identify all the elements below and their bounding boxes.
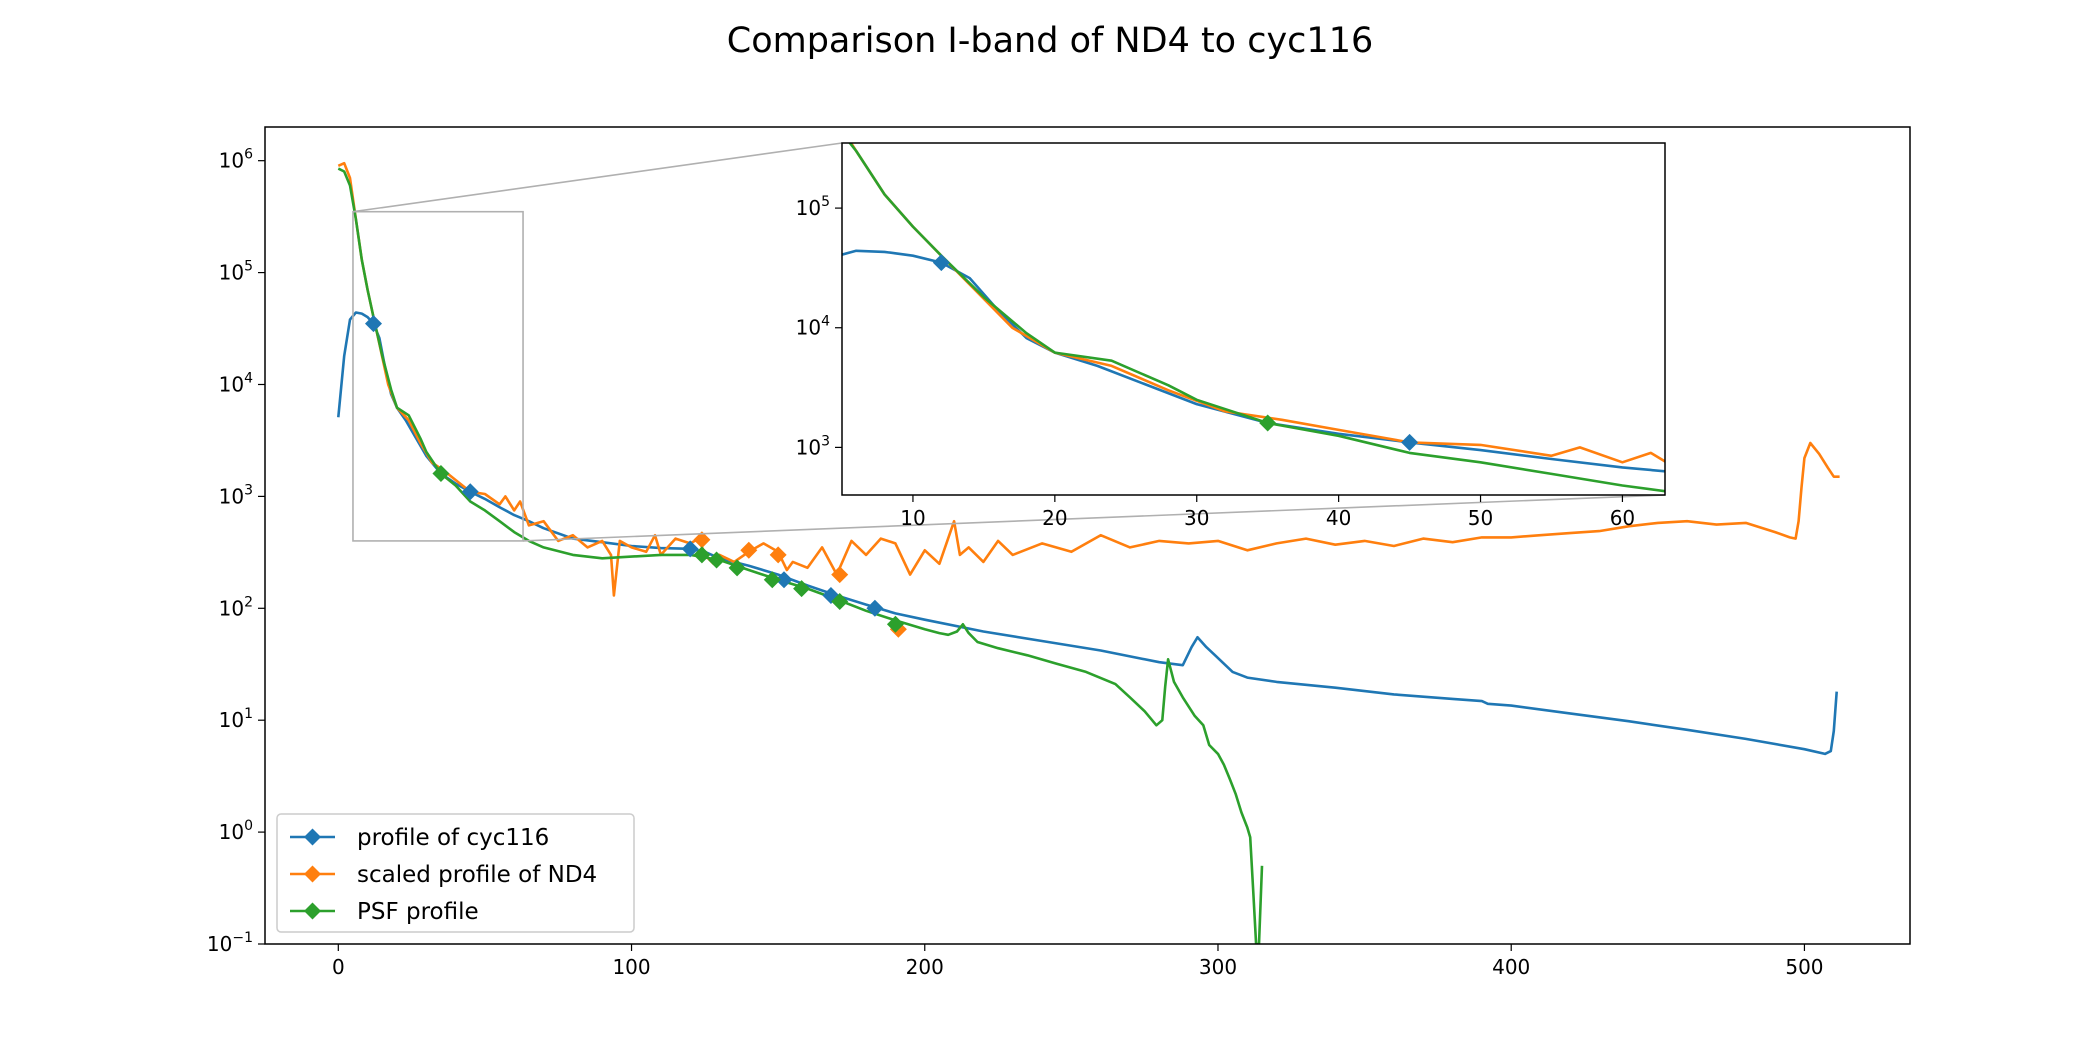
legend-marker-0 bbox=[304, 828, 321, 846]
zoom-connector-line bbox=[523, 494, 1666, 542]
series-0-marker bbox=[461, 483, 479, 501]
series-2-marker bbox=[708, 551, 726, 569]
zoom-indicator bbox=[352, 142, 1666, 542]
inset-x-tick-label: 60 bbox=[1610, 506, 1635, 530]
main-y-tick-label: 104 bbox=[219, 370, 253, 396]
series-1-marker bbox=[740, 541, 758, 559]
main-x-tick-label: 500 bbox=[1785, 955, 1823, 979]
series-2-marker bbox=[432, 465, 450, 483]
main-y-tick-label: 102 bbox=[219, 594, 253, 620]
series-1-marker bbox=[831, 566, 849, 584]
inset-plot-frame bbox=[841, 142, 1666, 496]
series-line-2 bbox=[337, 167, 1264, 944]
series-1-marker bbox=[693, 531, 711, 549]
inset-axes: 10 20 30 40 50 60 103 104 105 bbox=[796, 142, 1666, 530]
series-0-marker bbox=[866, 599, 884, 617]
legend-label-0: profile of cyc116 bbox=[357, 825, 549, 851]
inset-series-2-marker bbox=[1259, 414, 1277, 432]
main-axes: 0 100 200 300 400 500 10−11001011021031041051… bbox=[207, 126, 1911, 979]
inset-y-tick-label: 105 bbox=[796, 194, 830, 220]
legend-marker-2 bbox=[304, 902, 321, 920]
inset-x-tick-label: 30 bbox=[1184, 506, 1209, 530]
main-x-tick-label: 100 bbox=[612, 955, 650, 979]
main-x-tick-label: 200 bbox=[906, 955, 944, 979]
series-1-marker bbox=[769, 546, 787, 564]
legend-marker-1 bbox=[304, 865, 321, 883]
legend-label-2: PSF profile bbox=[357, 899, 479, 925]
zoom-region-rect bbox=[352, 210, 524, 542]
legend: profile of cyc116 scaled profile of ND4 PS… bbox=[276, 813, 635, 933]
legend-label-1: scaled profile of ND4 bbox=[357, 862, 597, 888]
series-2-marker bbox=[693, 546, 711, 564]
main-x-tick-label: 300 bbox=[1199, 955, 1237, 979]
series-0-marker bbox=[681, 540, 699, 558]
main-y-tick-label: 105 bbox=[219, 259, 253, 285]
series-2-marker bbox=[728, 559, 746, 577]
inset-y-tick-label: 104 bbox=[796, 314, 830, 340]
inset-y-tick-label: 103 bbox=[796, 433, 830, 459]
inset-series-line-2 bbox=[848, 143, 1665, 493]
inset-series-0-marker bbox=[1401, 433, 1419, 451]
main-y-tick-label: 10−1 bbox=[207, 930, 253, 956]
main-y-tick-label: 103 bbox=[219, 482, 253, 508]
main-plot-frame bbox=[264, 126, 1911, 945]
chart-title: Comparison I-band of ND4 to cyc116 bbox=[727, 21, 1373, 61]
series-line-1 bbox=[337, 161, 1840, 597]
series-2-marker bbox=[831, 593, 849, 611]
main-x-tick-label: 0 bbox=[332, 955, 345, 979]
series-0-marker bbox=[364, 315, 382, 333]
main-y-tick-label: 101 bbox=[219, 706, 253, 732]
series-2-marker bbox=[763, 571, 781, 589]
inset-x-tick-label: 50 bbox=[1468, 506, 1493, 530]
main-y-tick-label: 106 bbox=[219, 147, 253, 173]
inset-x-tick-label: 20 bbox=[1042, 506, 1067, 530]
main-x-tick-label: 400 bbox=[1492, 955, 1530, 979]
legend-box bbox=[276, 813, 635, 933]
zoom-connector-line bbox=[352, 142, 843, 213]
inset-background bbox=[842, 143, 1665, 495]
inset-x-tick-label: 10 bbox=[900, 506, 925, 530]
inset-x-tick-label: 40 bbox=[1326, 506, 1351, 530]
main-y-tick-label: 100 bbox=[219, 818, 253, 844]
inset-series-0-marker bbox=[932, 254, 950, 272]
inset-series-line-0 bbox=[842, 249, 1665, 473]
series-0-marker bbox=[775, 571, 793, 589]
series-2-marker bbox=[886, 615, 904, 633]
series-2-marker bbox=[793, 580, 811, 598]
